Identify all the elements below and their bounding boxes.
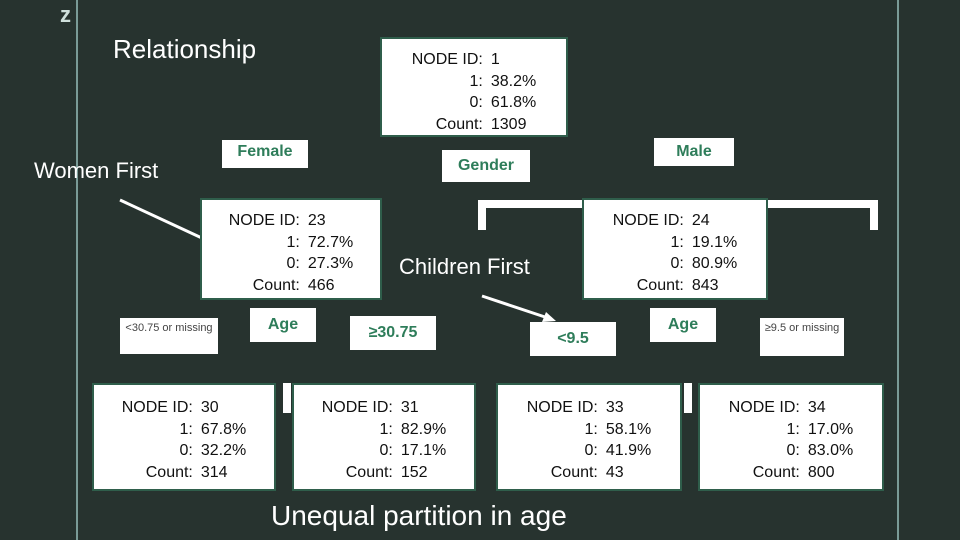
node-34-table: NODE ID: 34 1: 17.0% 0: 83.0% Count: 800 xyxy=(729,397,854,483)
node-1-count-value: 1309 xyxy=(490,115,527,133)
male-split-left-leg xyxy=(478,200,486,230)
node-34-id-label: NODE ID: xyxy=(728,399,800,416)
left-accent-line xyxy=(76,0,78,540)
node-31-count-value: 152 xyxy=(400,463,428,481)
node-23-table: NODE ID: 23 1: 72.7% 0: 27.3% Count: 466 xyxy=(229,210,354,296)
node-24: NODE ID: 24 1: 19.1% 0: 80.9% Count: 843 xyxy=(582,198,768,300)
node-33-count-label: Count: xyxy=(550,463,598,481)
node-23-class0-value: 27.3% xyxy=(307,255,354,272)
node-31-class0-value: 17.1% xyxy=(400,442,447,459)
label-ge-30-75: ≥30.75 xyxy=(350,316,436,350)
node-24-class0-label: 0: xyxy=(670,255,684,272)
node34-connector-left xyxy=(684,383,692,413)
node-23-id: 23 xyxy=(307,212,326,229)
node-33: NODE ID: 33 1: 58.1% 0: 41.9% Count: 43 xyxy=(496,383,682,491)
node-30-id-label: NODE ID: xyxy=(121,399,193,416)
node-33-id-label: NODE ID: xyxy=(526,399,598,416)
node-30-count-value: 314 xyxy=(200,463,228,481)
z-logo: z xyxy=(60,2,71,27)
children-first-caption: Children First xyxy=(399,254,530,279)
node-1-class0-label: 0: xyxy=(469,94,483,111)
male-split-right-leg xyxy=(870,200,878,230)
node-31-class0-label: 0: xyxy=(379,442,393,459)
node-1: NODE ID: 1 1: 38.2% 0: 61.8% Count: 1309 xyxy=(380,37,568,137)
node-34-class0-label: 0: xyxy=(786,442,800,459)
women-first-caption: Women First xyxy=(34,158,159,183)
node-30-id: 30 xyxy=(200,399,219,416)
node-33-class1-label: 1: xyxy=(584,420,598,438)
node-31-class1-value: 82.9% xyxy=(400,420,447,438)
node-30: NODE ID: 30 1: 67.8% 0: 32.2% Count: 314 xyxy=(92,383,276,491)
node-31: NODE ID: 31 1: 82.9% 0: 17.1% Count: 152 xyxy=(292,383,476,491)
node-1-id-label: NODE ID: xyxy=(411,51,483,68)
node-33-count-value: 43 xyxy=(605,463,624,481)
node-24-count-label: Count: xyxy=(636,276,684,294)
node-31-count-label: Count: xyxy=(345,463,393,481)
node-30-class0-label: 0: xyxy=(179,442,193,459)
node-23: NODE ID: 23 1: 72.7% 0: 27.3% Count: 466 xyxy=(200,198,382,300)
node-30-class1-label: 1: xyxy=(179,420,193,438)
node-24-class0-value: 80.9% xyxy=(691,255,738,272)
node-34: NODE ID: 34 1: 17.0% 0: 83.0% Count: 800 xyxy=(698,383,884,491)
label-lt-30-75-or-missing: <30.75 or missing xyxy=(120,318,218,354)
node-33-class0-value: 41.9% xyxy=(605,442,652,459)
node-1-table: NODE ID: 1 1: 38.2% 0: 61.8% Count: 1309 xyxy=(412,49,537,135)
label-gender: Gender xyxy=(442,150,530,182)
node-30-count-label: Count: xyxy=(145,463,193,481)
node-31-id: 31 xyxy=(400,399,419,416)
children-first-arrow xyxy=(481,294,549,320)
node-34-count-label: Count: xyxy=(752,463,800,481)
node-31-table: NODE ID: 31 1: 82.9% 0: 17.1% Count: 152 xyxy=(322,397,447,483)
node-24-count-value: 843 xyxy=(691,276,719,294)
node31-connector-left xyxy=(283,383,291,413)
node-30-table: NODE ID: 30 1: 67.8% 0: 32.2% Count: 314 xyxy=(122,397,247,483)
label-age-right: Age xyxy=(650,308,716,342)
node-30-class0-value: 32.2% xyxy=(200,442,247,459)
label-lt-9-5: <9.5 xyxy=(530,322,616,356)
label-age-left: Age xyxy=(250,308,316,342)
node-33-class1-value: 58.1% xyxy=(605,420,652,438)
right-accent-line xyxy=(897,0,899,540)
node-33-class0-label: 0: xyxy=(584,442,598,459)
node-34-count-value: 800 xyxy=(807,463,835,481)
slide-title: Relationship xyxy=(113,34,257,64)
node-24-class1-label: 1: xyxy=(670,233,684,251)
bottom-caption: Unequal partition in age xyxy=(271,500,567,531)
label-female: Female xyxy=(222,140,308,168)
label-ge-9-5-or-missing: ≥9.5 or missing xyxy=(760,318,844,356)
label-male: Male xyxy=(654,138,734,166)
node-23-class0-label: 0: xyxy=(286,255,300,272)
node-33-table: NODE ID: 33 1: 58.1% 0: 41.9% Count: 43 xyxy=(527,397,652,483)
node-1-class1-label: 1: xyxy=(469,72,483,90)
node-23-id-label: NODE ID: xyxy=(228,212,300,229)
children-first-arrowhead xyxy=(542,312,556,322)
node-33-id: 33 xyxy=(605,399,624,416)
node-31-class1-label: 1: xyxy=(379,420,393,438)
node-24-table: NODE ID: 24 1: 19.1% 0: 80.9% Count: 843 xyxy=(613,210,738,296)
node-1-id: 1 xyxy=(490,51,500,68)
node-23-count-value: 466 xyxy=(307,276,335,294)
node-31-id-label: NODE ID: xyxy=(321,399,393,416)
node-23-count-label: Count: xyxy=(252,276,300,294)
node-23-class1-value: 72.7% xyxy=(307,233,354,251)
node-34-class1-value: 17.0% xyxy=(807,420,854,438)
node-23-class1-label: 1: xyxy=(286,233,300,251)
node-1-class0-value: 61.8% xyxy=(490,94,537,111)
node-24-class1-value: 19.1% xyxy=(691,233,738,251)
node-1-count-label: Count: xyxy=(435,115,483,133)
node-34-class1-label: 1: xyxy=(786,420,800,438)
node-24-id-label: NODE ID: xyxy=(612,212,684,229)
node-1-class1-value: 38.2% xyxy=(490,72,537,90)
node-34-id: 34 xyxy=(807,399,826,416)
node-24-id: 24 xyxy=(691,212,710,229)
node-30-class1-value: 67.8% xyxy=(200,420,247,438)
node-34-class0-value: 83.0% xyxy=(807,442,854,459)
